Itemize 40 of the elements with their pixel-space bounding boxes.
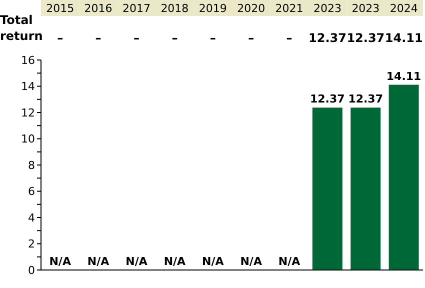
text: – — [57, 31, 64, 45]
x-tick-label: 2023 — [352, 2, 380, 15]
y-tick-label: 6 — [28, 185, 35, 198]
text: N/A — [49, 255, 71, 268]
text: – — [248, 31, 254, 45]
y-tick-label: 14 — [21, 80, 35, 94]
text: Total return — [0, 12, 43, 44]
data-label: 12.37 — [348, 92, 383, 106]
data-label: 14.11 — [386, 70, 422, 83]
x-tick-label: 2021 — [275, 2, 304, 15]
text: 12.37 — [308, 31, 346, 45]
x-tick-label: 2023 — [314, 2, 342, 15]
x-tick-label: 2017 — [122, 2, 150, 15]
text: – — [286, 31, 292, 45]
text: N/A — [202, 255, 224, 268]
y-tick-label: 0 — [28, 264, 35, 277]
text: N/A — [126, 255, 148, 268]
y-tick-label: 16 — [21, 54, 35, 67]
y-tick-label: 2 — [28, 238, 35, 251]
text: 14.11 — [384, 31, 423, 45]
data-label: 12.37 — [310, 92, 345, 106]
y-tick-label: 4 — [28, 211, 35, 224]
y-tick-label: 12 — [21, 106, 35, 120]
text: N/A — [240, 255, 262, 268]
text: – — [134, 31, 140, 45]
text: – — [95, 31, 102, 45]
x-tick-label: 2016 — [84, 2, 112, 15]
x-tick-label: 2018 — [160, 2, 189, 15]
text: N/A — [87, 255, 110, 268]
x-tick-label: 2024 — [390, 2, 418, 15]
x-tick-label: 2020 — [237, 2, 266, 15]
y-tick-label: 10 — [21, 132, 35, 146]
text: 12.37 — [346, 31, 385, 45]
y-tick-label: 8 — [28, 158, 35, 172]
text: – — [210, 31, 216, 45]
text: – — [172, 31, 178, 45]
text: N/A — [278, 255, 300, 268]
x-tick-label: 2015 — [46, 2, 74, 15]
text: N/A — [164, 255, 186, 268]
x-tick-label: 2019 — [198, 2, 227, 15]
